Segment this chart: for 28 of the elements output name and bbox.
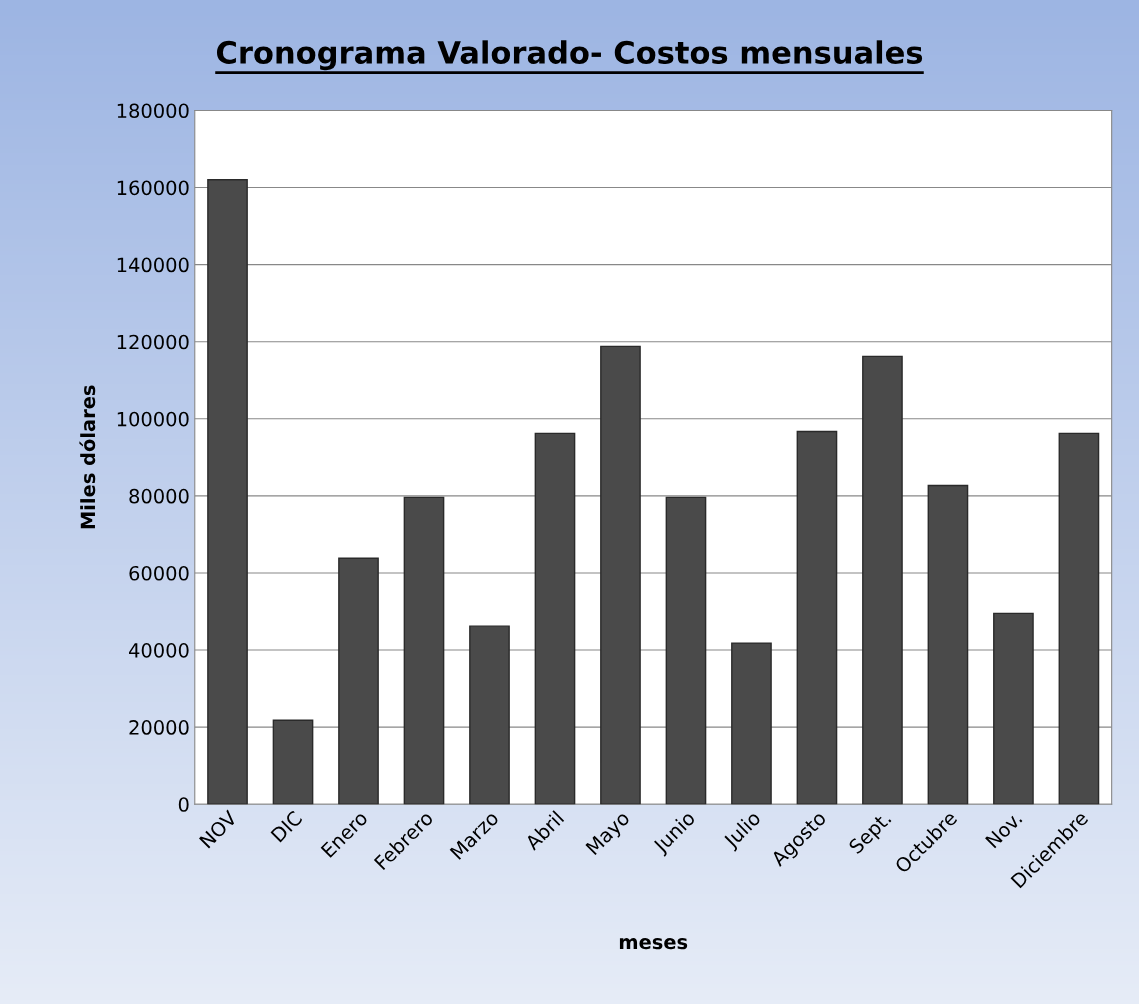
bar — [927, 484, 969, 805]
y-tick-label: 20000 — [129, 720, 189, 735]
bar — [731, 642, 772, 805]
bar — [665, 496, 707, 805]
bar — [796, 430, 838, 805]
y-tick-label: 180000 — [117, 103, 189, 119]
y-tick-label: 100000 — [117, 411, 189, 427]
bar — [862, 355, 903, 805]
bar — [207, 179, 248, 805]
bar — [272, 719, 314, 805]
y-tick-label: 80000 — [129, 488, 189, 504]
bar — [338, 557, 379, 805]
y-tick-label: 60000 — [129, 565, 189, 581]
bar — [403, 496, 445, 805]
y-tick-label: 140000 — [117, 257, 189, 273]
x-axis-title: meses — [619, 938, 688, 950]
y-axis-title: Miles dólares — [79, 385, 96, 529]
bar — [469, 625, 510, 805]
x-tick-label: DIC — [270, 810, 303, 843]
y-tick-label: 40000 — [129, 642, 189, 658]
y-tick-label: 120000 — [117, 334, 189, 350]
bar — [534, 432, 576, 805]
y-tick-label: 160000 — [117, 180, 189, 196]
chart-title: Cronograma Valorado- Costos mensuales — [216, 40, 923, 71]
bar — [993, 612, 1034, 805]
bar — [600, 345, 641, 805]
y-tick-label: 0 — [178, 797, 189, 812]
bar — [1058, 432, 1100, 805]
